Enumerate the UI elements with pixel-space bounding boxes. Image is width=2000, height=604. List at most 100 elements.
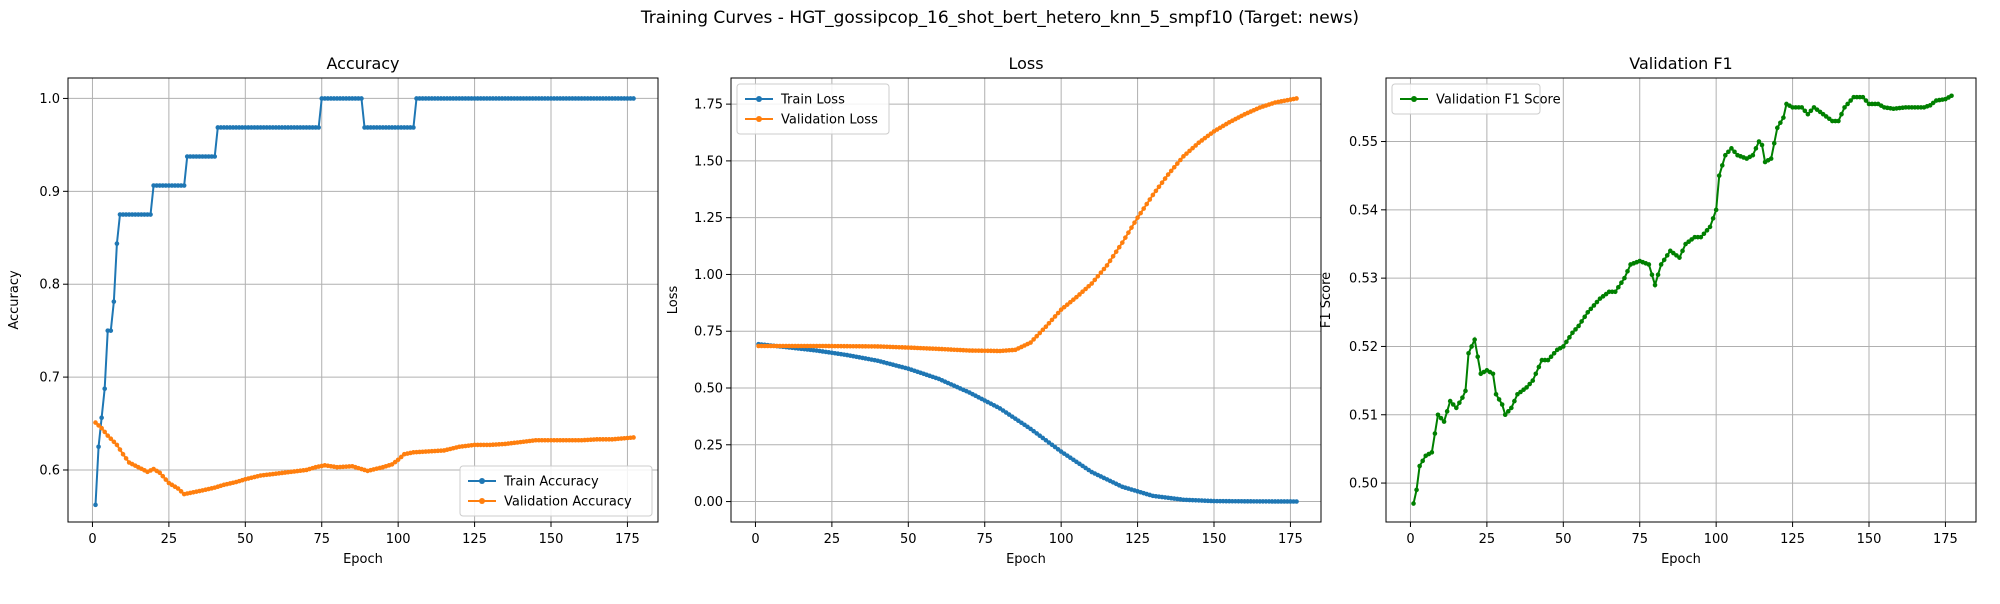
data-point xyxy=(1536,364,1542,370)
data-point xyxy=(1064,302,1070,307)
axes-frame xyxy=(730,77,1322,523)
data-point xyxy=(1141,206,1146,211)
data-point xyxy=(1799,105,1805,110)
data-point xyxy=(96,444,101,450)
data-point xyxy=(1187,148,1192,154)
y-tick-label: 1.50 xyxy=(694,154,723,169)
legend-box xyxy=(736,83,890,135)
data-point xyxy=(359,96,364,101)
data-point xyxy=(631,96,636,101)
x-tick-label: 75 xyxy=(976,532,993,547)
data-point xyxy=(1524,385,1529,390)
data-point xyxy=(1622,275,1627,281)
data-point xyxy=(1417,463,1422,469)
data-point xyxy=(1193,143,1198,148)
data-point xyxy=(212,154,218,159)
data-point xyxy=(1086,283,1091,289)
legend-entry-label: Validation Accuracy xyxy=(504,495,632,510)
data-point xyxy=(1472,337,1477,342)
data-point xyxy=(148,212,153,217)
data-point xyxy=(1704,228,1710,233)
data-point xyxy=(1860,94,1866,100)
series-validation-accuracy xyxy=(93,420,636,497)
series-line xyxy=(94,97,634,505)
data-point xyxy=(1756,139,1762,144)
data-point xyxy=(1582,314,1587,320)
x-tick-label: 175 xyxy=(1933,532,1958,547)
data-point xyxy=(631,435,636,440)
legend-swatch-marker xyxy=(756,96,762,102)
data-point xyxy=(1753,146,1759,151)
data-point xyxy=(123,456,129,461)
data-point xyxy=(1710,216,1716,221)
data-point xyxy=(120,451,126,457)
data-point xyxy=(1435,412,1441,418)
data-point xyxy=(1805,111,1811,117)
x-tick-label: 25 xyxy=(1479,532,1496,547)
data-point xyxy=(1848,98,1853,103)
data-point xyxy=(1098,270,1104,275)
data-point xyxy=(1649,272,1655,278)
data-point xyxy=(1113,249,1119,255)
data-point xyxy=(1490,371,1496,377)
data-point xyxy=(1058,307,1064,312)
data-point xyxy=(1034,333,1039,339)
data-point xyxy=(1454,405,1459,411)
data-point xyxy=(1839,111,1844,117)
y-tick-label: 0.53 xyxy=(1349,272,1378,287)
x-tick-label: 50 xyxy=(1555,532,1572,547)
data-point xyxy=(1509,405,1514,411)
data-point xyxy=(1729,146,1734,151)
data-point xyxy=(1664,253,1670,258)
data-point xyxy=(1573,327,1578,332)
legend-swatch-marker xyxy=(479,478,485,484)
data-point xyxy=(1759,142,1765,148)
chart-title: Loss xyxy=(1008,54,1043,73)
series-line xyxy=(1412,94,1953,504)
data-point xyxy=(1655,272,1661,278)
data-point xyxy=(1661,257,1667,263)
y-tick-label: 0.9 xyxy=(39,185,60,200)
data-point xyxy=(1457,400,1462,406)
data-point xyxy=(1110,253,1116,259)
data-point xyxy=(111,299,117,304)
data-point xyxy=(1594,299,1600,305)
data-point xyxy=(1444,409,1450,414)
data-point xyxy=(1808,108,1814,114)
data-point xyxy=(1095,273,1101,279)
data-point xyxy=(1068,299,1073,305)
y-axis-label: Loss xyxy=(666,286,681,315)
data-point xyxy=(1165,172,1171,177)
data-point xyxy=(1150,192,1156,198)
data-point xyxy=(1074,294,1079,300)
x-tick-label: 0 xyxy=(751,532,759,547)
x-tick-label: 125 xyxy=(1125,532,1150,547)
data-point xyxy=(1512,398,1517,404)
data-point xyxy=(1071,297,1076,302)
y-tick-label: 0.52 xyxy=(1349,340,1378,355)
x-tick-label: 150 xyxy=(1857,532,1882,547)
data-point xyxy=(1585,310,1591,315)
y-tick-label: 1.75 xyxy=(694,98,723,113)
y-tick-label: 0.50 xyxy=(694,382,723,397)
data-point xyxy=(1723,152,1728,158)
data-point xyxy=(1294,96,1299,101)
data-point xyxy=(1043,324,1049,329)
data-point xyxy=(1505,409,1511,414)
loss-chart: 0 25 50 75 100 125 150 175 0.00 0.25 0.50 0.75 1.00 1… xyxy=(666,54,1322,567)
x-tick-label: 0 xyxy=(1406,532,1414,547)
data-point xyxy=(1123,235,1128,240)
data-point xyxy=(1716,173,1722,178)
data-point xyxy=(1466,350,1471,356)
x-tick-label: 150 xyxy=(1202,532,1227,547)
data-point xyxy=(181,183,187,188)
data-point xyxy=(1294,499,1299,504)
data-point xyxy=(1527,381,1532,387)
x-tick-label: 100 xyxy=(1704,532,1729,547)
data-point xyxy=(1496,397,1502,402)
data-point xyxy=(1104,263,1110,268)
series-group xyxy=(93,96,636,508)
data-point xyxy=(1469,344,1474,349)
data-point xyxy=(1432,431,1438,436)
data-point xyxy=(1778,120,1783,126)
